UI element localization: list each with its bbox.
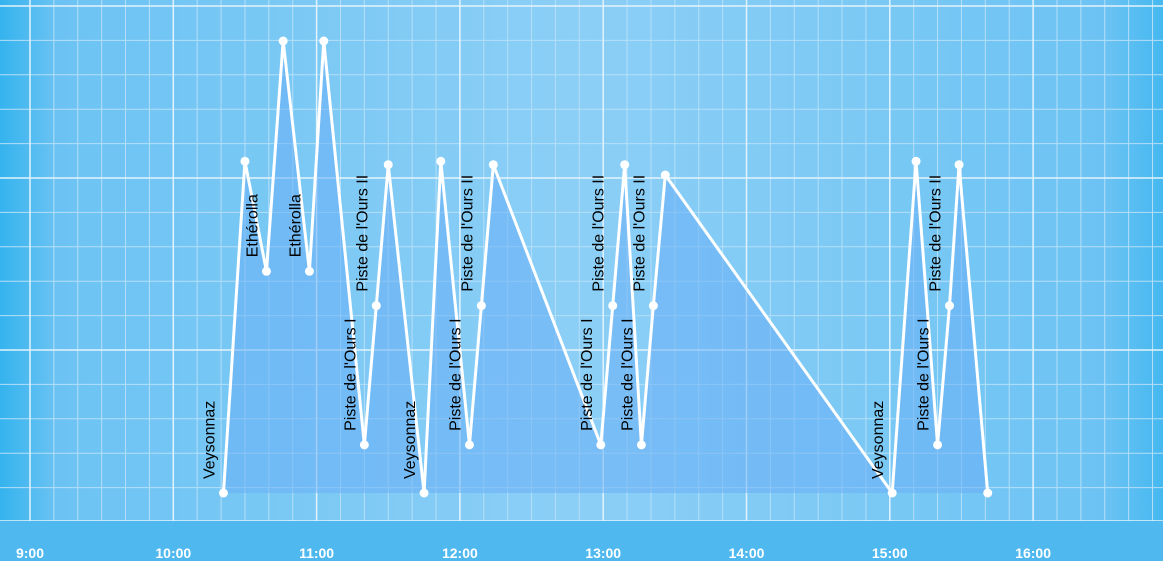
data-point — [933, 440, 943, 450]
run-labels: Veysonnaz Ethérolla Ethérolla Piste de l'Ou… — [201, 175, 944, 479]
x-tick-label: 10:00 — [155, 545, 191, 561]
data-point — [887, 488, 897, 498]
run-label: Ethérolla — [287, 194, 304, 257]
data-point — [436, 156, 446, 166]
x-tick-label: 12:00 — [442, 545, 478, 561]
x-tick-label: 13:00 — [585, 545, 621, 561]
data-point — [261, 266, 271, 276]
run-label: Piste de l'Ours I — [447, 318, 464, 430]
data-point — [911, 156, 921, 166]
x-tick-label: 11:00 — [299, 545, 334, 561]
data-point — [278, 36, 288, 46]
data-point — [488, 160, 498, 170]
run-label: Piste de l'Ours II — [459, 175, 476, 292]
data-point — [660, 170, 670, 180]
run-label: Ethérolla — [244, 194, 261, 257]
time-axis: 9:00 10:00 11:00 12:00 13:00 14:00 15:00 16:00 — [16, 545, 1051, 561]
data-point — [620, 160, 630, 170]
data-point — [464, 440, 474, 450]
data-point — [983, 488, 993, 498]
data-point — [636, 440, 646, 450]
data-point — [359, 440, 369, 450]
data-points — [218, 36, 993, 498]
run-label: Piste de l'Ours II — [928, 175, 945, 292]
data-point — [371, 301, 381, 311]
series-line — [221, 39, 990, 495]
data-point — [218, 488, 228, 498]
data-point — [648, 301, 658, 311]
run-label: Piste de l'Ours I — [579, 318, 596, 430]
run-label: Piste de l'Ours I — [619, 318, 636, 430]
data-point — [419, 488, 429, 498]
data-point — [954, 160, 964, 170]
x-tick-label: 9:00 — [16, 545, 44, 561]
run-label: Veysonnaz — [402, 401, 419, 479]
data-point — [608, 301, 618, 311]
x-tick-label: 16:00 — [1015, 545, 1051, 561]
time-axis-bar — [0, 521, 1163, 561]
run-label: Piste de l'Ours I — [916, 318, 933, 430]
data-point — [383, 160, 393, 170]
run-label: Piste de l'Ours II — [354, 175, 371, 292]
run-label: Piste de l'Ours I — [342, 318, 359, 430]
data-point — [240, 156, 250, 166]
data-point — [319, 36, 329, 46]
run-label: Piste de l'Ours II — [631, 175, 648, 292]
data-point — [945, 301, 955, 311]
run-label: Piste de l'Ours II — [591, 175, 608, 292]
x-tick-label: 15:00 — [872, 545, 908, 561]
run-label: Veysonnaz — [201, 401, 218, 479]
data-point — [596, 440, 606, 450]
x-tick-label: 14:00 — [729, 545, 765, 561]
area-fill — [223, 41, 988, 493]
data-point — [476, 301, 486, 311]
run-label: Veysonnaz — [870, 401, 887, 479]
data-point — [304, 266, 314, 276]
